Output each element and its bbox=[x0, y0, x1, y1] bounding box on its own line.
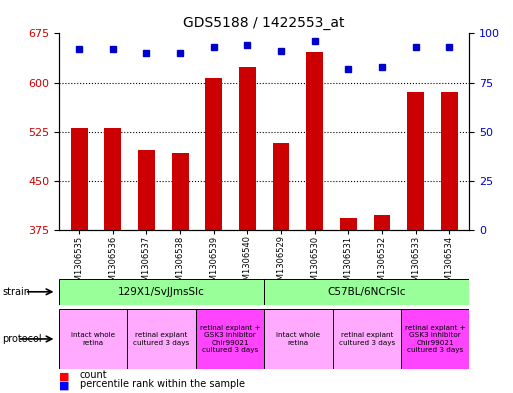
Bar bbox=[138, 150, 155, 230]
Bar bbox=[205, 78, 222, 230]
Text: retinal explant +
GSK3 inhibitor
Chir99021
cultured 3 days: retinal explant + GSK3 inhibitor Chir990… bbox=[405, 325, 466, 353]
Bar bbox=[59, 279, 264, 305]
Text: intact whole
retina: intact whole retina bbox=[277, 332, 321, 346]
Text: retinal explant
cultured 3 days: retinal explant cultured 3 days bbox=[339, 332, 395, 346]
Text: retinal explant +
GSK3 inhibitor
Chir99021
cultured 3 days: retinal explant + GSK3 inhibitor Chir990… bbox=[200, 325, 261, 353]
Bar bbox=[59, 309, 127, 369]
Bar bbox=[105, 129, 121, 230]
Text: 129X1/SvJJmsSlc: 129X1/SvJJmsSlc bbox=[118, 287, 205, 297]
Bar bbox=[373, 215, 390, 230]
Bar bbox=[127, 309, 196, 369]
Text: ■: ■ bbox=[59, 381, 69, 391]
Bar bbox=[441, 92, 458, 230]
Text: percentile rank within the sample: percentile rank within the sample bbox=[80, 379, 245, 389]
Text: ■: ■ bbox=[59, 372, 69, 382]
Bar bbox=[306, 52, 323, 230]
Bar bbox=[407, 92, 424, 230]
Title: GDS5188 / 1422553_at: GDS5188 / 1422553_at bbox=[184, 16, 345, 29]
Bar bbox=[340, 218, 357, 230]
Text: intact whole
retina: intact whole retina bbox=[71, 332, 115, 346]
Bar bbox=[172, 152, 188, 230]
Text: count: count bbox=[80, 370, 107, 380]
Bar bbox=[264, 279, 469, 305]
Text: strain: strain bbox=[3, 287, 31, 297]
Bar bbox=[401, 309, 469, 369]
Bar bbox=[264, 309, 332, 369]
Text: protocol: protocol bbox=[3, 334, 42, 344]
Bar bbox=[196, 309, 264, 369]
Text: C57BL/6NCrSlc: C57BL/6NCrSlc bbox=[327, 287, 406, 297]
Bar bbox=[272, 143, 289, 230]
Bar bbox=[239, 68, 256, 230]
Text: retinal explant
cultured 3 days: retinal explant cultured 3 days bbox=[133, 332, 190, 346]
Bar bbox=[332, 309, 401, 369]
Bar bbox=[71, 129, 88, 230]
